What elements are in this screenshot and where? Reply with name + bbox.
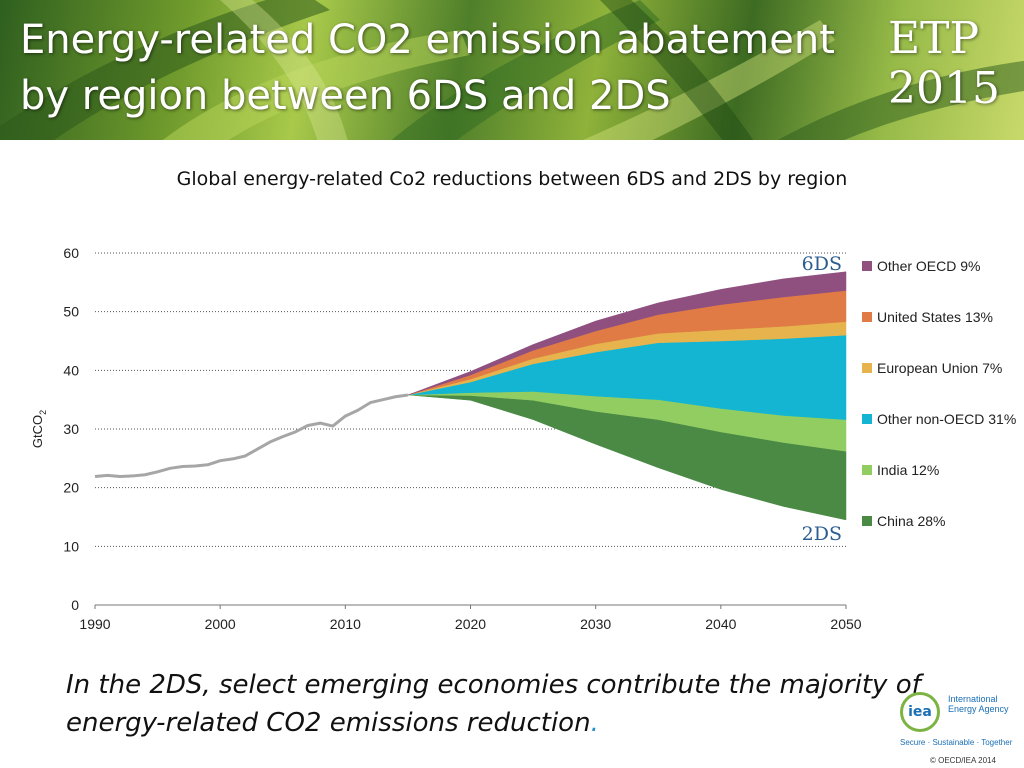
legend-series-share: 9% bbox=[960, 258, 981, 274]
leaf-background-image bbox=[0, 0, 1024, 140]
copyright: © OECD/IEA 2014 bbox=[930, 756, 996, 765]
x-tick-label: 2030 bbox=[580, 616, 611, 632]
iea-name-line2: Energy Agency bbox=[948, 704, 1009, 714]
legend-series-name: Other OECD bbox=[877, 258, 957, 274]
x-tick-label: 2040 bbox=[705, 616, 736, 632]
y-tick-label: 0 bbox=[71, 597, 79, 613]
iea-logo-mark: iea bbox=[900, 692, 940, 732]
legend-swatch bbox=[862, 414, 872, 424]
chart-title: Global energy-related Co2 reductions bet… bbox=[176, 168, 848, 190]
legend-swatch bbox=[862, 465, 872, 475]
y-tick-label: 10 bbox=[63, 538, 79, 554]
x-tick-label: 2050 bbox=[830, 616, 861, 632]
y-tick-label: 20 bbox=[63, 480, 79, 496]
y-tick-label: 40 bbox=[63, 362, 79, 378]
legend-series-share: 28% bbox=[917, 513, 946, 529]
legend-label: United States 13% bbox=[877, 309, 993, 325]
caption-text: In the 2DS, select emerging economies co… bbox=[66, 670, 921, 738]
legend-swatch bbox=[862, 312, 872, 322]
legend-series-name: China bbox=[877, 513, 914, 529]
etp-2015-badge: ETP 2015 bbox=[888, 14, 1018, 114]
legend-series-share: 13% bbox=[964, 309, 993, 325]
legend-series-name: Other non-OECD bbox=[877, 411, 985, 427]
legend-series-share: 12% bbox=[911, 462, 940, 478]
iea-logo: iea International Energy Agency Secure ·… bbox=[896, 684, 1016, 754]
etp-label: ETP bbox=[888, 13, 980, 64]
x-tick-label: 2020 bbox=[455, 616, 486, 632]
x-tick-label: 1990 bbox=[79, 616, 110, 632]
y-tick-label: 30 bbox=[63, 421, 79, 437]
legend-item: European Union 7% bbox=[862, 359, 1002, 377]
caption-period: . bbox=[590, 708, 599, 738]
page-title: Energy-related CO2 emission abatement by… bbox=[20, 17, 835, 119]
legend-series-share: 7% bbox=[982, 360, 1003, 376]
x-tick-label: 2010 bbox=[330, 616, 361, 632]
y-axis-title-subscript: 2 bbox=[38, 410, 48, 415]
area-other-oecd bbox=[407, 271, 847, 396]
legend-swatch bbox=[862, 261, 872, 271]
y-tick-label: 60 bbox=[63, 245, 79, 261]
chart-axes bbox=[94, 604, 847, 609]
iea-name: International Energy Agency bbox=[948, 694, 1018, 714]
chart-areas bbox=[94, 271, 847, 521]
chart-gridlines bbox=[95, 252, 846, 547]
legend-label: Other non-OECD 31% bbox=[877, 411, 1016, 427]
y-tick-label: 50 bbox=[63, 304, 79, 320]
legend-item: Other OECD 9% bbox=[862, 257, 980, 275]
historical-emissions-line bbox=[94, 393, 409, 479]
legend-label: Other OECD 9% bbox=[877, 258, 980, 274]
legend-swatch bbox=[862, 363, 872, 373]
legend-series-name: India bbox=[877, 462, 908, 478]
legend-series-name: European Union bbox=[877, 360, 979, 376]
x-tick-label: 2000 bbox=[205, 616, 236, 632]
iea-tagline: Secure · Sustainable · Together bbox=[900, 738, 1013, 747]
legend-item: China 28% bbox=[862, 512, 946, 530]
legend-label: India 12% bbox=[877, 462, 939, 478]
annotation-6ds: 6DS bbox=[802, 253, 842, 275]
etp-year: 2015 bbox=[888, 63, 1000, 114]
legend-label: European Union 7% bbox=[877, 360, 1002, 376]
legend-label: China 28% bbox=[877, 513, 946, 529]
title-banner: Energy-related CO2 emission abatement by… bbox=[0, 0, 1024, 140]
legend-swatch bbox=[862, 516, 872, 526]
legend-item: India 12% bbox=[862, 461, 939, 479]
annotation-2ds: 2DS bbox=[802, 523, 842, 545]
legend-item: United States 13% bbox=[862, 308, 993, 326]
slide-caption: In the 2DS, select emerging economies co… bbox=[66, 666, 936, 742]
y-axis-title: GtCO2 bbox=[30, 410, 48, 448]
y-axis-title-text: GtCO bbox=[30, 415, 45, 448]
legend-series-share: 31% bbox=[988, 411, 1017, 427]
iea-name-line1: International bbox=[948, 694, 998, 704]
legend-series-name: United States bbox=[877, 309, 962, 325]
legend-item: Other non-OECD 31% bbox=[862, 410, 1016, 428]
